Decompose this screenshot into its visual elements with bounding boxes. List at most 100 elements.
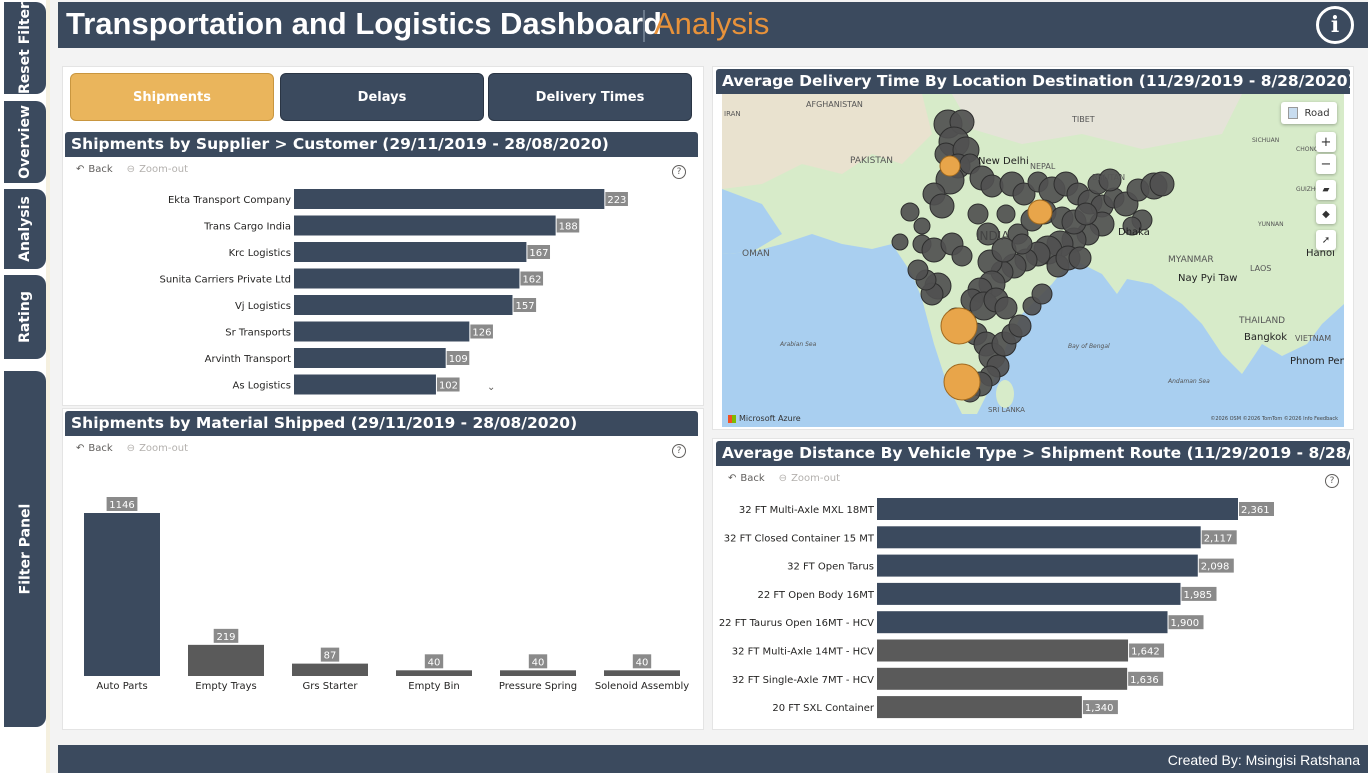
map-bubble[interactable]: [929, 193, 955, 219]
overview-tab[interactable]: Overview: [4, 101, 46, 183]
bar[interactable]: [877, 554, 1198, 577]
map-bubble[interactable]: [891, 233, 909, 251]
bar[interactable]: [877, 582, 1181, 605]
map-bubble[interactable]: [913, 217, 931, 235]
map-bubble[interactable]: [996, 204, 1016, 224]
bar[interactable]: [294, 242, 527, 262]
bar[interactable]: [604, 670, 680, 676]
map-bubble[interactable]: [1068, 246, 1092, 270]
map-bubble[interactable]: [1012, 182, 1036, 206]
map-bubble[interactable]: [976, 222, 1000, 246]
category-label: 22 FT Open Body 16MT: [757, 590, 874, 601]
bar[interactable]: [500, 670, 576, 676]
map-bubble[interactable]: [951, 245, 973, 267]
material-back-button[interactable]: ↶ Back: [76, 443, 113, 454]
supplier-scroll-chevron-icon[interactable]: ⌄: [487, 382, 496, 393]
bar[interactable]: [294, 348, 446, 368]
map-pitch-icon[interactable]: ▰: [1316, 180, 1336, 200]
bar[interactable]: [877, 611, 1168, 634]
map-bubble[interactable]: [1098, 168, 1122, 192]
map-style-road-button[interactable]: Road: [1281, 102, 1337, 124]
map-label-nepal: NEPAL: [1030, 162, 1056, 171]
map-zoom-in-button[interactable]: +: [1316, 132, 1336, 152]
map-bubble[interactable]: [1074, 202, 1098, 226]
data-label: 219: [216, 632, 235, 643]
map-bubble[interactable]: [900, 202, 920, 222]
analysis-tab[interactable]: Analysis: [4, 189, 46, 269]
supplier-bar-chart: Ekta Transport Company 223 Trans Cargo Ind…: [160, 189, 628, 395]
tab-delays-label: Delays: [357, 89, 407, 105]
category-label: Empty Bin: [408, 681, 459, 692]
supplier-help-icon[interactable]: ?: [672, 165, 686, 179]
rating-tab[interactable]: Rating: [4, 275, 46, 359]
map-bubble-highlight[interactable]: [939, 155, 961, 177]
bar[interactable]: [877, 526, 1201, 549]
material-chart-title: Shipments by Material Shipped (29/11/201…: [65, 411, 698, 436]
vehicle-zoom-out-button[interactable]: ⊖ Zoom-out: [779, 473, 840, 484]
material-back-label: Back: [88, 443, 113, 454]
vehicle-back-button[interactable]: ↶ Back: [728, 473, 765, 484]
bar[interactable]: [877, 667, 1128, 690]
vehicle-help-icon[interactable]: ?: [1325, 474, 1339, 488]
supplier-back-button[interactable]: ↶ Back: [76, 164, 113, 175]
map-canvas[interactable]: AFGHANISTAN TIBET PAKISTAN New Delhi NEP…: [722, 94, 1344, 427]
tab-shipments[interactable]: Shipments: [70, 73, 274, 121]
data-label-bg: [1201, 530, 1237, 545]
map-label-thailand: THAILAND: [1238, 316, 1285, 326]
data-label-bg: [213, 628, 239, 643]
bar[interactable]: [877, 696, 1082, 719]
tab-delays[interactable]: Delays: [280, 73, 484, 121]
vehicle-bar-chart: 32 FT Multi-Axle MXL 18MT 2,361 32 FT Clos…: [719, 498, 1274, 719]
map-bubble[interactable]: [1149, 171, 1175, 197]
vehicle-back-label: Back: [740, 473, 765, 484]
bar[interactable]: [877, 498, 1238, 520]
bar[interactable]: [294, 295, 513, 315]
footer-credit: Created By: Msingisi Ratshana: [1167, 752, 1360, 768]
map-bubble[interactable]: [1011, 233, 1033, 255]
category-label: 32 FT Open Tarus: [787, 562, 874, 573]
material-zoom-out-button[interactable]: ⊖ Zoom-out: [127, 443, 188, 454]
category-label: Sr Transports: [225, 328, 291, 339]
delivery-map[interactable]: AFGHANISTAN TIBET PAKISTAN New Delhi NEP…: [722, 94, 1344, 427]
map-zoom-out-button[interactable]: −: [1316, 154, 1336, 174]
tab-shipments-label: Shipments: [133, 89, 211, 105]
supplier-zoom-out-button[interactable]: ⊖ Zoom-out: [127, 164, 188, 175]
bar[interactable]: [84, 513, 160, 676]
bar[interactable]: [877, 639, 1129, 662]
tab-delivery-times[interactable]: Delivery Times: [488, 73, 692, 121]
map-bubble-highlight[interactable]: [1027, 199, 1053, 225]
vehicle-chart-title: Average Distance By Vehicle Type > Shipm…: [716, 441, 1350, 466]
map-bubble-highlight[interactable]: [940, 307, 978, 345]
map-label-tibet: TIBET: [1071, 115, 1095, 124]
back-arrow-icon: ↶: [728, 473, 737, 484]
filter-panel-label: Filter Panel: [17, 503, 34, 595]
map-label-nay-pyi-taw: Nay Pyi Taw: [1178, 273, 1237, 284]
zoom-out-icon: ⊖: [778, 473, 788, 484]
bar[interactable]: [294, 215, 556, 236]
map-bubble[interactable]: [1008, 314, 1032, 338]
material-help-icon[interactable]: ?: [672, 444, 686, 458]
bar[interactable]: [294, 374, 436, 395]
map-bubble[interactable]: [994, 296, 1018, 320]
map-select-cursor-icon[interactable]: ➚: [1316, 230, 1336, 250]
map-compass-icon[interactable]: ◆: [1316, 204, 1336, 224]
info-icon[interactable]: i: [1316, 6, 1354, 44]
bar[interactable]: [294, 268, 520, 289]
data-label: 2,098: [1201, 562, 1230, 573]
map-copyright[interactable]: ©2026 OSM ©2026 TomTom ©2026 Info Feedba…: [1210, 416, 1338, 422]
map-bubble[interactable]: [967, 203, 989, 225]
bar[interactable]: [188, 644, 264, 676]
map-bubble[interactable]: [1031, 283, 1053, 305]
map-label-hanoi: Hanoi: [1306, 248, 1335, 259]
bar[interactable]: [294, 189, 605, 209]
map-label-bay-of-bengal: Bay of Bengal: [1068, 343, 1110, 350]
map-bubble[interactable]: [1122, 216, 1142, 236]
map-bubble[interactable]: [907, 259, 929, 281]
map-bubble-highlight[interactable]: [943, 363, 981, 401]
filter-panel-tab[interactable]: Filter Panel: [4, 371, 46, 727]
bar[interactable]: [294, 321, 470, 342]
bar[interactable]: [396, 670, 472, 676]
bar[interactable]: [292, 663, 368, 676]
overview-label: Overview: [17, 105, 33, 179]
reset-filter-tab[interactable]: Reset Filter: [4, 2, 46, 94]
